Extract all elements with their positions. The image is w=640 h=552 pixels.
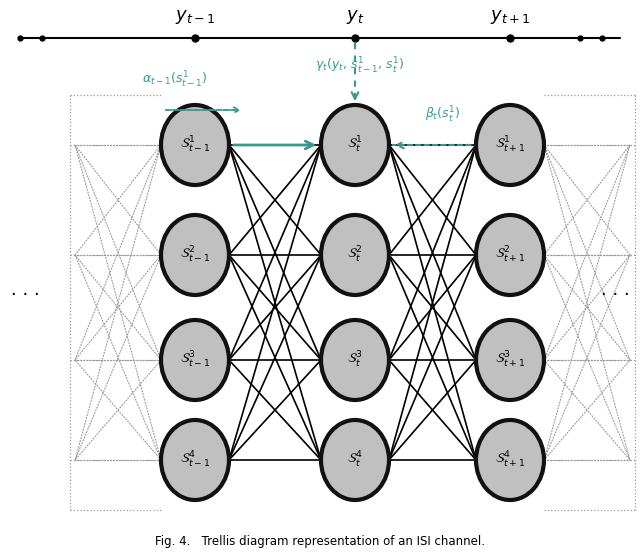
Text: $\mathcal{S}^3_{t+1}$: $\mathcal{S}^3_{t+1}$ (495, 350, 525, 370)
Ellipse shape (321, 320, 389, 400)
Ellipse shape (161, 105, 229, 185)
Text: $\alpha_{t-1}(s^1_{t-1})$: $\alpha_{t-1}(s^1_{t-1})$ (142, 70, 208, 90)
Text: $\gamma_t(y_t,\, s^1_{t-1},\, s^1_t)$: $\gamma_t(y_t,\, s^1_{t-1},\, s^1_t)$ (316, 56, 404, 76)
Ellipse shape (321, 420, 389, 500)
Text: $\mathcal{S}^2_{t+1}$: $\mathcal{S}^2_{t+1}$ (495, 245, 525, 265)
Text: $\mathcal{S}^4_{t+1}$: $\mathcal{S}^4_{t+1}$ (495, 450, 525, 470)
Text: $\mathcal{S}^3_{t-1}$: $\mathcal{S}^3_{t-1}$ (180, 350, 211, 370)
Text: $y_{t-1}$: $y_{t-1}$ (175, 8, 215, 26)
Text: $\mathcal{S}^4_{t-1}$: $\mathcal{S}^4_{t-1}$ (180, 450, 211, 470)
Text: $\mathcal{S}^1_{t-1}$: $\mathcal{S}^1_{t-1}$ (180, 135, 211, 155)
Text: $\mathcal{S}^3_t$: $\mathcal{S}^3_t$ (347, 350, 363, 370)
Ellipse shape (161, 320, 229, 400)
Text: $\mathcal{S}^4_t$: $\mathcal{S}^4_t$ (347, 450, 363, 470)
Ellipse shape (161, 420, 229, 500)
Text: $\mathcal{S}^1_{t+1}$: $\mathcal{S}^1_{t+1}$ (495, 135, 525, 155)
Ellipse shape (476, 105, 544, 185)
Text: Fig. 4.   Trellis diagram representation of an ISI channel.: Fig. 4. Trellis diagram representation o… (155, 535, 485, 548)
Ellipse shape (476, 215, 544, 295)
Text: . . .: . . . (600, 281, 629, 299)
Ellipse shape (476, 320, 544, 400)
Text: $\beta_t(s^1_t)$: $\beta_t(s^1_t)$ (425, 105, 460, 125)
Ellipse shape (476, 420, 544, 500)
Text: $\mathcal{S}^2_t$: $\mathcal{S}^2_t$ (348, 245, 363, 265)
Text: $y_{t+1}$: $y_{t+1}$ (490, 8, 530, 26)
Text: . . .: . . . (11, 281, 40, 299)
Text: $\mathcal{S}^1_t$: $\mathcal{S}^1_t$ (348, 135, 363, 155)
Text: $y_t$: $y_t$ (346, 8, 364, 26)
Ellipse shape (161, 215, 229, 295)
Ellipse shape (321, 215, 389, 295)
Text: $\mathcal{S}^2_{t-1}$: $\mathcal{S}^2_{t-1}$ (180, 245, 211, 265)
Ellipse shape (321, 105, 389, 185)
